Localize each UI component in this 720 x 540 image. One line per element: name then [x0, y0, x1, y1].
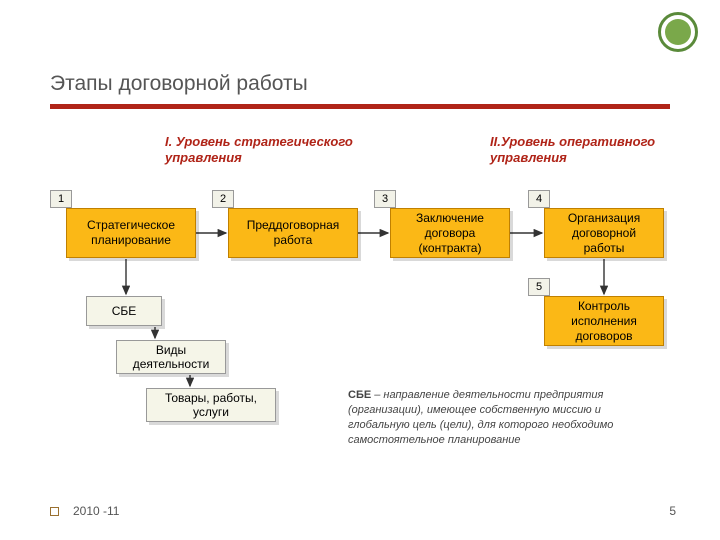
stage-5-number: 5 — [528, 278, 550, 296]
stage-1-box: Стратегическоепланирование — [66, 208, 196, 258]
logo — [658, 12, 698, 52]
sbe-note: СБЕ – направление деятельности предприят… — [348, 388, 658, 447]
activities-box: Видыдеятельности — [116, 340, 226, 374]
stage-3-box: Заключениедоговора(контракта) — [390, 208, 510, 258]
stage-2-box: Преддоговорнаяработа — [228, 208, 358, 258]
level-1-label: I. Уровень стратегическогоуправления — [165, 134, 385, 165]
goods-box: Товары, работы,услуги — [146, 388, 276, 422]
footer: 2010 -11 — [50, 504, 119, 518]
sbe-note-bold: СБЕ — [348, 389, 371, 401]
level-2-label: II.Уровень оперативногоуправления — [490, 134, 690, 165]
stage-5-box: Контрольисполнениядоговоров — [544, 296, 664, 346]
sbe-box: СБЕ — [86, 296, 162, 326]
page-title: Этапы договорной работы — [50, 72, 308, 96]
stage-3-number: 3 — [374, 190, 396, 208]
stage-4-number: 4 — [528, 190, 550, 208]
stage-4-box: Организациядоговорнойработы — [544, 208, 664, 258]
footer-bullet-icon — [50, 507, 59, 516]
logo-inner — [665, 19, 691, 45]
stage-2-number: 2 — [212, 190, 234, 208]
page-number: 5 — [669, 504, 676, 518]
footer-date: 2010 -11 — [73, 504, 119, 518]
title-rule — [50, 104, 670, 109]
stage-1-number: 1 — [50, 190, 72, 208]
sbe-note-text: – направление деятельности предприятия (… — [348, 389, 613, 446]
